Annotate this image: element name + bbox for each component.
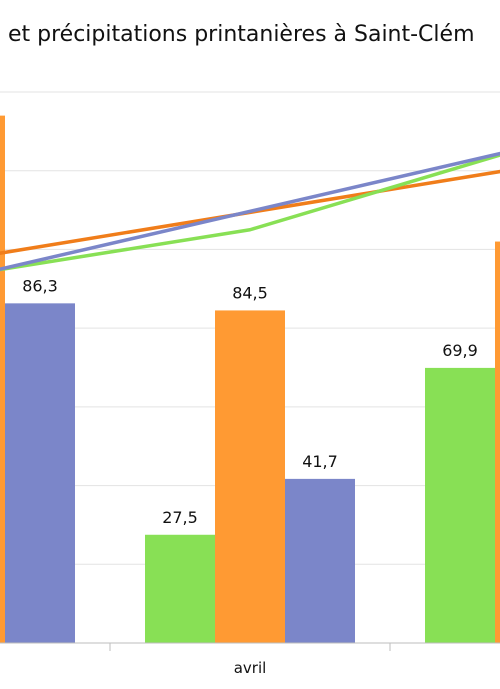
data-label: 41,7 <box>302 452 338 471</box>
bar <box>215 310 285 643</box>
trend-line <box>0 169 500 255</box>
bar <box>145 534 215 643</box>
data-labels: 27,5 69,9 84,5 86,3 41,7 <box>22 276 478 526</box>
bar <box>425 367 495 643</box>
bars <box>0 115 500 644</box>
trend-line <box>0 151 500 271</box>
data-label: 27,5 <box>162 508 198 527</box>
trend-line <box>0 153 500 272</box>
data-label: 69,9 <box>442 341 478 360</box>
x-axis: avril <box>0 642 500 677</box>
bar <box>5 303 75 643</box>
bar <box>285 478 355 643</box>
chart-title: et précipitations printanières à Saint-C… <box>8 22 475 47</box>
bar <box>0 115 5 644</box>
data-label: 84,5 <box>232 283 268 302</box>
data-label: 86,3 <box>22 276 58 295</box>
x-tick-label: avril <box>234 659 267 677</box>
trend-lines <box>0 151 500 272</box>
bar <box>495 241 500 644</box>
